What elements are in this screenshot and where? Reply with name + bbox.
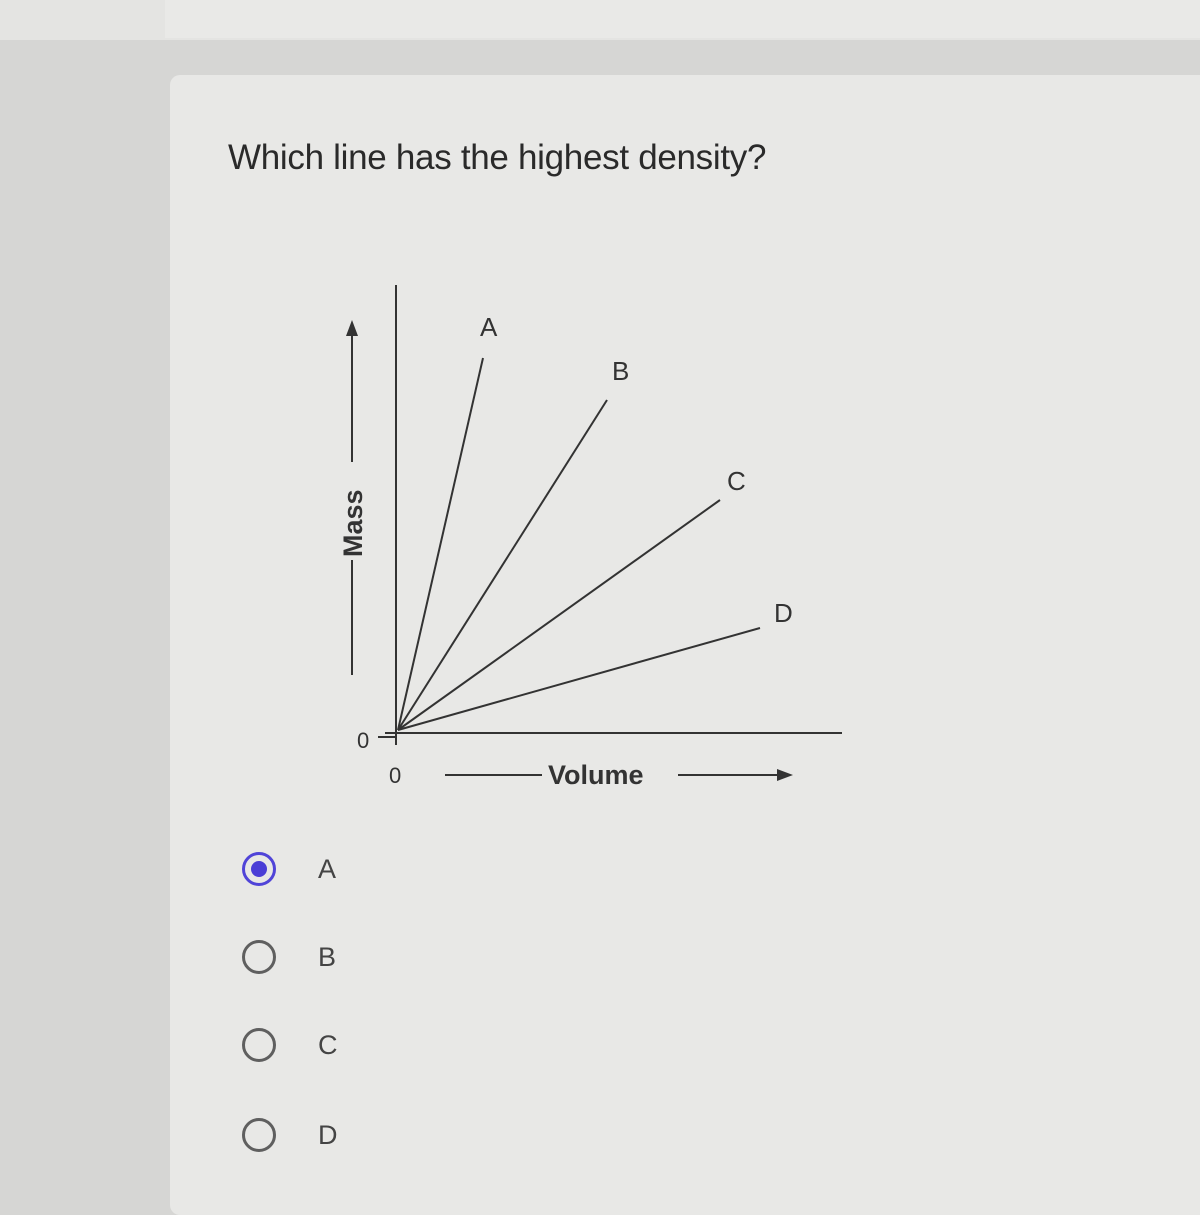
mass-arrow-head (346, 320, 358, 336)
line-c-label: C (727, 466, 746, 496)
y-axis-label: Mass (338, 489, 368, 557)
option-label: D (318, 1119, 338, 1150)
option-b[interactable]: B (242, 940, 336, 974)
option-c[interactable]: C (242, 1028, 338, 1062)
x-origin-label: 0 (389, 763, 401, 788)
volume-arrow-head (777, 769, 793, 781)
line-b-label: B (612, 356, 629, 386)
option-d[interactable]: D (242, 1118, 338, 1152)
option-label: B (318, 941, 337, 972)
radio-icon[interactable] (242, 940, 276, 974)
radio-icon[interactable] (242, 1118, 276, 1152)
line-a-label: A (480, 312, 498, 342)
radio-selected-icon[interactable] (242, 852, 276, 886)
option-label: A (318, 853, 337, 884)
y-origin-label: 0 (357, 728, 369, 753)
line-d-label: D (774, 598, 793, 628)
option-label: C (318, 1029, 338, 1060)
line-d (397, 627, 761, 731)
line-c (397, 499, 721, 731)
radio-icon[interactable] (242, 1028, 276, 1062)
line-b (397, 399, 608, 731)
line-a (397, 357, 484, 731)
question-title: Which line has the highest density? (228, 138, 767, 177)
x-axis-label: Volume (548, 760, 644, 790)
question-card (170, 75, 1200, 1215)
option-a[interactable]: A (242, 852, 336, 886)
header-card (165, 0, 1200, 38)
